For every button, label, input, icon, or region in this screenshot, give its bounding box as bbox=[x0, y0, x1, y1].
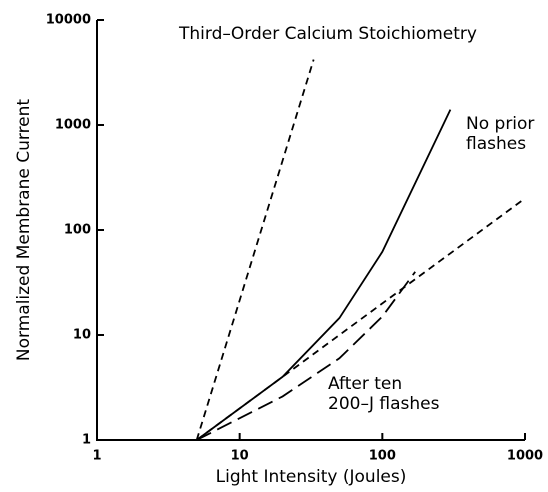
x-tick-label: 1 bbox=[92, 449, 101, 464]
x-tick-label: 10 bbox=[231, 449, 249, 464]
y-tick-label: 1000 bbox=[55, 118, 91, 133]
y-tick-label: 10000 bbox=[46, 13, 91, 28]
annotation: flashes bbox=[466, 134, 526, 154]
y-tick-label: 10 bbox=[73, 328, 91, 343]
series-line bbox=[195, 59, 315, 441]
annotation: No prior bbox=[466, 114, 534, 134]
series-line bbox=[196, 271, 416, 441]
x-tick-label: 1000 bbox=[507, 449, 543, 464]
chart-title: Third–Order Calcium Stoichiometry bbox=[178, 24, 477, 44]
y-tick-label: 1 bbox=[82, 433, 91, 448]
y-axis-label: Normalized Membrane Current bbox=[14, 99, 34, 362]
annotation: After ten bbox=[328, 374, 402, 394]
x-tick-label: 100 bbox=[369, 449, 396, 464]
x-axis-label: Light Intensity (Joules) bbox=[216, 467, 407, 487]
annotation: 200–J flashes bbox=[328, 394, 440, 414]
series-line bbox=[196, 109, 452, 441]
series-line bbox=[196, 197, 526, 441]
y-tick-label: 100 bbox=[64, 223, 91, 238]
